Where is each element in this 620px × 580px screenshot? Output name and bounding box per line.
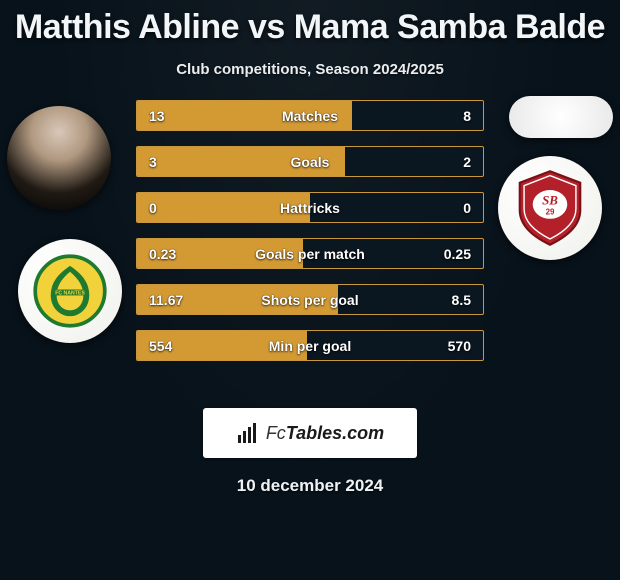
date-label: 10 december 2024 [0, 476, 620, 496]
stat-right-value: 8 [403, 108, 483, 124]
stat-row: 0.23Goals per match0.25 [136, 238, 484, 269]
branding-logo: FcTables.com [203, 408, 417, 458]
stat-left-value: 0 [137, 200, 217, 216]
stat-left-value: 11.67 [137, 292, 217, 308]
club2-badge: SB 29 [498, 156, 602, 260]
stat-label: Goals [217, 154, 403, 170]
stat-row: 11.67Shots per goal8.5 [136, 284, 484, 315]
stat-label: Hattricks [217, 200, 403, 216]
stat-right-value: 0 [403, 200, 483, 216]
svg-text:FC NANTES: FC NANTES [55, 291, 85, 297]
branding-prefix: Fc [266, 423, 286, 443]
stat-right-value: 570 [403, 338, 483, 354]
stat-left-value: 0.23 [137, 246, 217, 262]
stat-row: 0Hattricks0 [136, 192, 484, 223]
stat-row: 3Goals2 [136, 146, 484, 177]
svg-text:SB: SB [542, 192, 558, 207]
stat-left-value: 13 [137, 108, 217, 124]
stat-row: 554Min per goal570 [136, 330, 484, 361]
stat-right-value: 2 [403, 154, 483, 170]
stat-label: Shots per goal [217, 292, 403, 308]
svg-text:29: 29 [546, 207, 555, 216]
stats-rows: 13Matches8 3Goals2 0Hattricks0 0.23Goals pe… [136, 100, 484, 361]
club1-badge: FC NANTES [18, 239, 122, 343]
stat-left-value: 554 [137, 338, 217, 354]
brest-crest-icon: SB 29 [514, 168, 586, 248]
stat-left-value: 3 [137, 154, 217, 170]
chart-icon [236, 421, 260, 445]
stat-row: 13Matches8 [136, 100, 484, 131]
subtitle: Club competitions, Season 2024/2025 [0, 61, 620, 78]
stat-right-value: 8.5 [403, 292, 483, 308]
branding-suffix: Tables.com [286, 423, 384, 443]
stat-label: Matches [217, 108, 403, 124]
comparison-arena: FC NANTES SB 29 13Matches8 3Goals2 0Hattri… [0, 106, 620, 386]
player2-avatar [509, 96, 613, 138]
player1-avatar [7, 106, 111, 210]
nantes-crest-icon: FC NANTES [33, 254, 107, 328]
stat-label: Goals per match [217, 246, 403, 262]
stat-label: Min per goal [217, 338, 403, 354]
stat-right-value: 0.25 [403, 246, 483, 262]
page-title: Matthis Abline vs Mama Samba Balde [0, 8, 620, 47]
